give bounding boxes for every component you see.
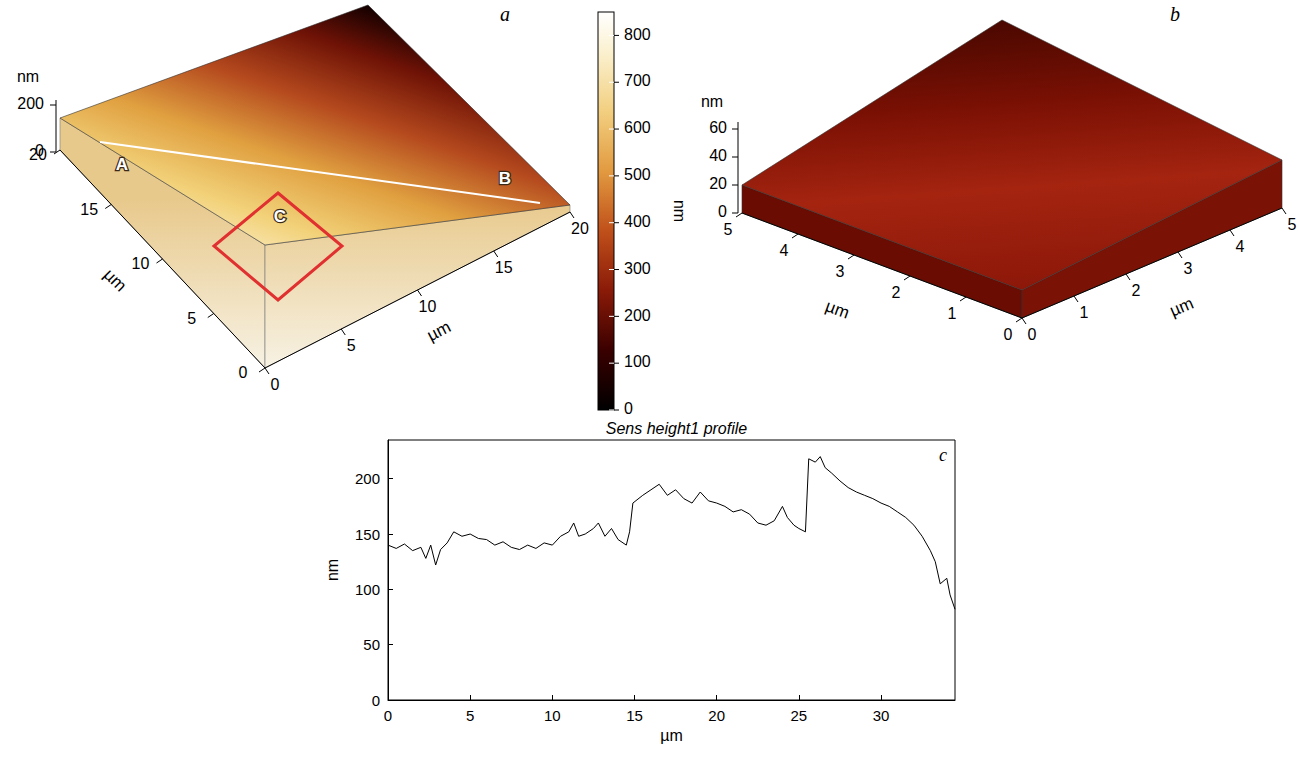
svg-text:C: C <box>274 207 286 226</box>
svg-text:B: B <box>499 169 511 188</box>
svg-text:500: 500 <box>624 166 651 183</box>
svg-text:µm: µm <box>1167 294 1196 321</box>
svg-text:200: 200 <box>624 307 651 324</box>
svg-text:5: 5 <box>724 221 733 238</box>
svg-text:100: 100 <box>355 581 380 598</box>
svg-text:4: 4 <box>1236 238 1245 255</box>
svg-text:60: 60 <box>709 119 727 136</box>
svg-text:µm: µm <box>424 317 454 345</box>
svg-text:µm: µm <box>100 265 130 295</box>
svg-text:0: 0 <box>384 707 392 724</box>
svg-text:0: 0 <box>35 142 44 159</box>
svg-text:0: 0 <box>1004 326 1013 343</box>
svg-text:5: 5 <box>466 707 474 724</box>
svg-text:15: 15 <box>80 201 98 218</box>
svg-text:Sens height1 profile: Sens height1 profile <box>606 420 748 437</box>
svg-text:0: 0 <box>624 400 633 417</box>
svg-text:3: 3 <box>1184 260 1193 277</box>
svg-text:a: a <box>500 3 510 25</box>
svg-text:200: 200 <box>355 470 380 487</box>
svg-text:0: 0 <box>271 376 280 393</box>
svg-text:25: 25 <box>791 707 808 724</box>
svg-text:0: 0 <box>372 692 380 709</box>
svg-text:600: 600 <box>624 119 651 136</box>
svg-text:µm: µm <box>660 727 683 744</box>
svg-text:nm: nm <box>324 559 341 581</box>
svg-text:2: 2 <box>892 284 901 301</box>
svg-text:20: 20 <box>709 175 727 192</box>
svg-text:10: 10 <box>419 298 437 315</box>
svg-text:1: 1 <box>948 305 957 322</box>
svg-text:0: 0 <box>718 203 727 220</box>
svg-text:0: 0 <box>239 364 248 381</box>
svg-text:5: 5 <box>347 337 356 354</box>
svg-text:µm: µm <box>823 297 852 323</box>
svg-text:nm: nm <box>671 200 688 222</box>
svg-text:300: 300 <box>624 260 651 277</box>
svg-text:4: 4 <box>780 242 789 259</box>
svg-text:nm: nm <box>701 93 723 110</box>
svg-text:1: 1 <box>1080 304 1089 321</box>
svg-text:20: 20 <box>571 220 589 237</box>
svg-text:800: 800 <box>624 26 651 43</box>
svg-text:c: c <box>939 445 947 465</box>
svg-text:b: b <box>1170 3 1180 25</box>
svg-text:30: 30 <box>873 707 890 724</box>
svg-text:40: 40 <box>709 147 727 164</box>
svg-text:50: 50 <box>363 636 380 653</box>
svg-text:A: A <box>116 155 128 174</box>
svg-text:100: 100 <box>624 353 651 370</box>
svg-text:5: 5 <box>1288 216 1297 233</box>
svg-text:5: 5 <box>187 310 196 327</box>
svg-text:15: 15 <box>495 259 513 276</box>
svg-text:2: 2 <box>1132 282 1141 299</box>
svg-text:3: 3 <box>836 263 845 280</box>
svg-text:15: 15 <box>626 707 643 724</box>
svg-text:nm: nm <box>17 68 39 85</box>
svg-text:400: 400 <box>624 213 651 230</box>
svg-text:700: 700 <box>624 72 651 89</box>
svg-text:150: 150 <box>355 526 380 543</box>
svg-text:200: 200 <box>17 95 44 112</box>
svg-text:20: 20 <box>708 707 725 724</box>
svg-text:0: 0 <box>1028 326 1037 343</box>
svg-text:10: 10 <box>544 707 561 724</box>
svg-text:20: 20 <box>29 146 47 164</box>
svg-text:10: 10 <box>132 255 150 272</box>
